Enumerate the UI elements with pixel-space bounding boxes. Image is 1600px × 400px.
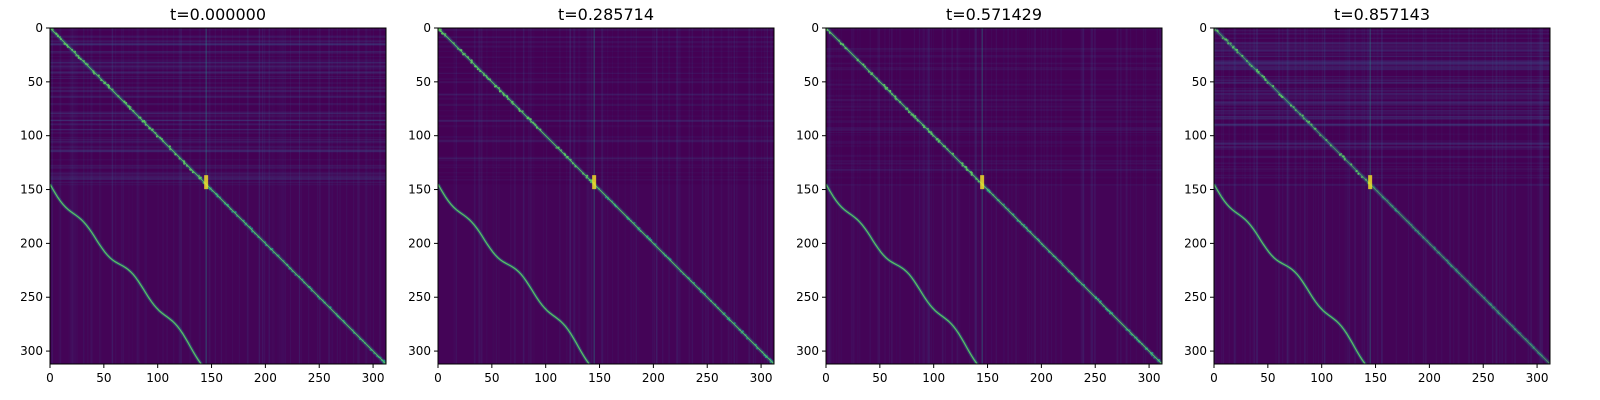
y-tick-label: 100: [408, 129, 431, 143]
heatmap-image: [826, 28, 1162, 364]
y-tick-label: 200: [20, 236, 43, 250]
x-tick-label: 200: [1418, 371, 1441, 385]
lower-block: [826, 184, 1162, 364]
y-tick-label: 300: [796, 344, 819, 358]
vertical-streaks: [51, 28, 386, 364]
off-diagonal: [826, 183, 980, 364]
y-tick-label: 300: [1184, 344, 1207, 358]
plot-frame: [437, 27, 775, 365]
peak-marker: [204, 175, 209, 190]
plot-frame: [1213, 27, 1551, 365]
top-band-texture: [1214, 29, 1550, 187]
main-diagonal: [1214, 28, 1550, 364]
x-tick-label: 300: [750, 371, 773, 385]
x-tick-label: 250: [1472, 371, 1495, 385]
heatmap-image: [1214, 28, 1550, 364]
x-tick-label: 300: [1138, 371, 1161, 385]
y-tick-label: 150: [796, 183, 819, 197]
x-tick-label: 100: [1310, 371, 1333, 385]
vertical-streaks: [453, 28, 772, 364]
y-tick-label: 50: [1192, 75, 1207, 89]
x-tick-label: 0: [1210, 371, 1218, 385]
x-tick-label: 150: [976, 371, 999, 385]
panel-title: t=0.285714: [558, 5, 654, 24]
x-tick-label: 200: [254, 371, 277, 385]
lower-block: [438, 184, 774, 364]
top-band-texture: [50, 29, 386, 186]
x-tick-label: 50: [96, 371, 111, 385]
off-diagonal: [1214, 183, 1368, 364]
y-tick-label: 100: [796, 129, 819, 143]
main-diagonal: [50, 28, 386, 364]
off-diagonal: [438, 183, 592, 364]
x-tick-label: 250: [308, 371, 331, 385]
x-tick-label: 250: [1084, 371, 1107, 385]
y-tick-label: 100: [20, 129, 43, 143]
y-tick-label: 250: [796, 290, 819, 304]
x-tick-label: 250: [696, 371, 719, 385]
x-tick-label: 100: [922, 371, 945, 385]
y-tick-label: 250: [408, 290, 431, 304]
peak-marker: [592, 175, 597, 190]
y-tick-label: 0: [35, 21, 43, 35]
x-tick-label: 50: [1260, 371, 1275, 385]
y-tick-label: 0: [1199, 21, 1207, 35]
peak-marker: [1368, 175, 1373, 190]
y-tick-label: 250: [1184, 290, 1207, 304]
panel-1: 0 50 100 150 200 250 300050100150200250300t=0.…: [20, 5, 387, 385]
y-tick-label: 200: [408, 236, 431, 250]
x-tick-label: 150: [588, 371, 611, 385]
y-tick-label: 250: [20, 290, 43, 304]
x-tick-label: 200: [642, 371, 665, 385]
x-tick-label: 50: [484, 371, 499, 385]
x-tick-label: 300: [1526, 371, 1549, 385]
lower-block: [50, 184, 386, 364]
plot-frame: [49, 27, 387, 365]
panel-4: 0 50 100 150 200 250 300050100150200250300t=0.…: [1184, 5, 1551, 385]
x-tick-label: 150: [200, 371, 223, 385]
y-tick-label: 300: [20, 344, 43, 358]
heatmap-image: [438, 28, 774, 364]
x-tick-label: 100: [146, 371, 169, 385]
y-tick-label: 50: [28, 75, 43, 89]
panel-title: t=0.857143: [1334, 5, 1430, 24]
vertical-streaks: [828, 28, 1162, 364]
y-tick-label: 50: [416, 75, 431, 89]
panel-title: t=0.000000: [170, 5, 266, 24]
plot-frame: [825, 27, 1163, 365]
peak-marker: [980, 175, 985, 190]
x-tick-label: 200: [1030, 371, 1053, 385]
y-tick-label: 300: [408, 344, 431, 358]
x-tick-label: 150: [1364, 371, 1387, 385]
x-tick-label: 0: [822, 371, 830, 385]
y-tick-label: 100: [1184, 129, 1207, 143]
x-tick-label: 0: [434, 371, 442, 385]
x-tick-label: 50: [872, 371, 887, 385]
y-tick-label: 150: [20, 183, 43, 197]
y-tick-label: 0: [423, 21, 431, 35]
off-diagonal: [50, 183, 204, 364]
panel-2: 0 50 100 150 200 250 300050100150200250300t=0.…: [408, 5, 775, 385]
vertical-streaks: [1214, 28, 1549, 364]
y-tick-label: 200: [1184, 236, 1207, 250]
panel-3: 0 50 100 150 200 250 300050100150200250300t=0.…: [796, 5, 1163, 385]
y-tick-label: 200: [796, 236, 819, 250]
heatmap-image: [50, 28, 386, 364]
top-band-texture: [438, 28, 774, 181]
main-diagonal: [826, 28, 1162, 364]
lower-block: [1214, 184, 1550, 364]
y-tick-label: 0: [811, 21, 819, 35]
y-tick-label: 50: [804, 75, 819, 89]
panel-title: t=0.571429: [946, 5, 1042, 24]
x-tick-label: 300: [362, 371, 385, 385]
main-diagonal: [438, 28, 774, 364]
y-tick-label: 150: [1184, 183, 1207, 197]
top-band-texture: [826, 28, 1162, 186]
x-tick-label: 0: [46, 371, 54, 385]
x-tick-label: 100: [534, 371, 557, 385]
y-tick-label: 150: [408, 183, 431, 197]
